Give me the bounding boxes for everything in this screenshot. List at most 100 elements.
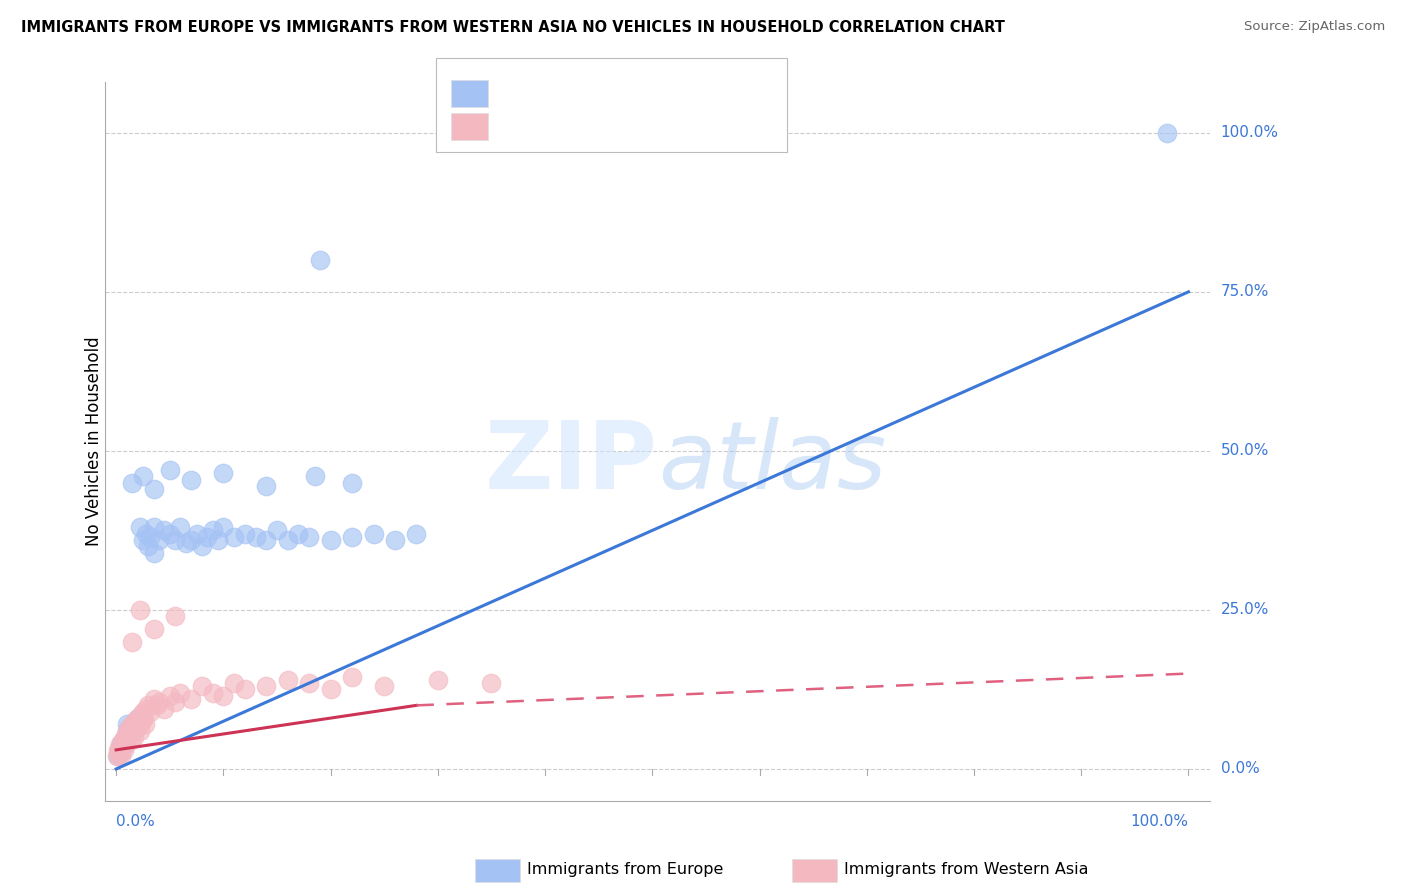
Point (180, 473, 202, 487)
Point (124, 714, 146, 729)
Point (298, 530, 321, 544)
Point (121, 475, 143, 490)
Point (142, 546, 165, 560)
Point (169, 685, 191, 699)
Point (114, 730, 136, 744)
Point (110, 739, 132, 754)
Point (142, 692, 165, 706)
Point (117, 730, 139, 744)
Point (159, 526, 181, 541)
Point (159, 689, 181, 703)
Point (128, 717, 150, 731)
Point (128, 603, 150, 617)
Point (131, 714, 153, 729)
Point (153, 524, 176, 538)
Point (277, 673, 299, 687)
Point (201, 524, 224, 538)
Point (118, 721, 141, 735)
Point (121, 717, 143, 731)
Text: 75.0%: 75.0% (1220, 285, 1270, 300)
Point (373, 679, 395, 693)
Point (212, 520, 235, 534)
Point (146, 698, 169, 713)
Point (174, 536, 197, 550)
Point (169, 520, 191, 534)
Point (139, 705, 162, 719)
Point (120, 727, 142, 741)
Point (287, 526, 309, 541)
Point (110, 746, 132, 760)
Point (201, 685, 224, 699)
Point (112, 743, 135, 757)
Point (111, 733, 134, 747)
Point (222, 530, 245, 544)
Point (127, 711, 149, 725)
Point (108, 746, 131, 760)
Point (309, 253, 332, 268)
Point (207, 533, 229, 547)
Point (266, 524, 288, 538)
Point (319, 533, 342, 547)
Point (132, 705, 155, 719)
Point (191, 539, 214, 553)
Point (124, 730, 146, 744)
Point (142, 622, 165, 636)
Point (159, 463, 181, 477)
Point (139, 530, 162, 544)
Point (128, 520, 150, 534)
Point (108, 743, 131, 757)
Point (114, 737, 136, 751)
Point (481, 676, 503, 690)
Point (153, 701, 176, 715)
Point (195, 530, 218, 544)
Text: 0.0%: 0.0% (117, 814, 155, 829)
Point (132, 533, 155, 547)
Point (319, 682, 342, 697)
Point (127, 711, 149, 725)
Point (124, 714, 146, 729)
Text: atlas: atlas (658, 417, 886, 508)
Text: R = 0.091   N = 57: R = 0.091 N = 57 (496, 118, 654, 136)
Text: 0.0%: 0.0% (1220, 762, 1260, 776)
Point (340, 475, 363, 490)
Point (212, 466, 235, 480)
Point (111, 739, 134, 754)
Text: IMMIGRANTS FROM EUROPE VS IMMIGRANTS FROM WESTERN ASIA NO VEHICLES IN HOUSEHOLD : IMMIGRANTS FROM EUROPE VS IMMIGRANTS FRO… (21, 20, 1005, 35)
Point (107, 749, 129, 764)
Point (132, 469, 155, 483)
Text: 100.0%: 100.0% (1220, 125, 1278, 140)
Point (340, 530, 363, 544)
Point (134, 717, 156, 731)
Point (212, 689, 235, 703)
Point (233, 682, 256, 697)
Point (107, 743, 129, 757)
Point (191, 679, 214, 693)
Text: 100.0%: 100.0% (1130, 814, 1188, 829)
Point (129, 707, 152, 722)
Point (405, 526, 427, 541)
Text: R = 0.681   N = 56: R = 0.681 N = 56 (496, 80, 654, 98)
Point (298, 676, 321, 690)
Y-axis label: No Vehicles in Household: No Vehicles in Household (86, 336, 103, 546)
Point (165, 609, 187, 624)
Point (110, 737, 132, 751)
Point (110, 737, 132, 751)
Point (142, 482, 165, 496)
Point (135, 701, 157, 715)
Point (142, 520, 165, 534)
Point (254, 479, 277, 493)
Text: ZIP: ZIP (485, 417, 658, 509)
Text: Immigrants from Europe: Immigrants from Europe (527, 863, 724, 877)
Text: Immigrants from Western Asia: Immigrants from Western Asia (844, 863, 1088, 877)
Point (245, 530, 267, 544)
Point (105, 749, 128, 764)
Point (115, 723, 138, 738)
Point (180, 533, 202, 547)
Point (148, 533, 170, 547)
Text: 25.0%: 25.0% (1220, 602, 1270, 617)
Point (304, 469, 326, 483)
Point (115, 717, 138, 731)
Point (222, 676, 245, 690)
Point (110, 749, 132, 764)
Point (136, 698, 159, 713)
